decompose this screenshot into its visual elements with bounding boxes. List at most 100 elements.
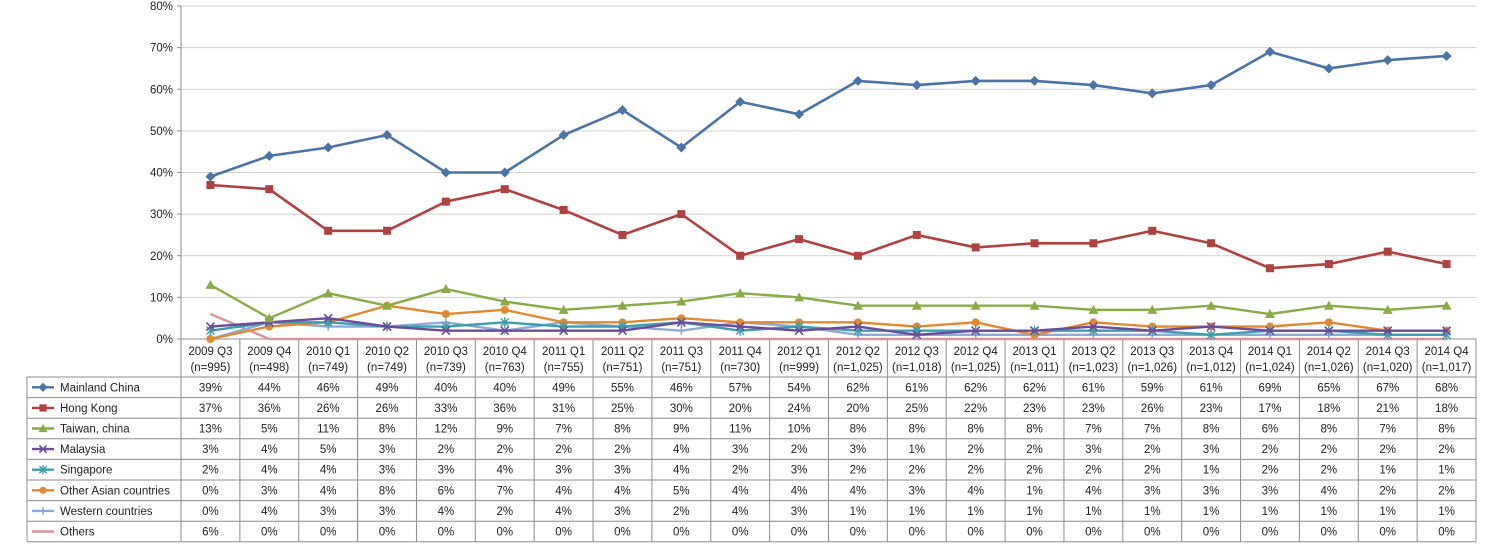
table-cell-value: 20% bbox=[729, 403, 752, 415]
x-category-count: (n=1,024) bbox=[1245, 362, 1295, 374]
data-table-rows: Mainland China 39% 44% 46% 49% 40% 40% 49% 55% 46… bbox=[32, 382, 1458, 539]
table-cell-value: 11% bbox=[729, 424, 751, 436]
table-row-singapore: Singapore 2% 4% 4% 3% 3% 4% 3% 3% 4% 2% 3% 2% 2% 2% 2% 2… bbox=[32, 465, 1455, 477]
table-cell-value: 12% bbox=[434, 424, 457, 436]
table-cell-value: 2% bbox=[1085, 465, 1102, 477]
table-cell-value: 0% bbox=[555, 527, 572, 539]
table-cell-value: 8% bbox=[908, 424, 925, 436]
table-cell-value: 40% bbox=[493, 382, 516, 394]
table-cell-value: 8% bbox=[850, 424, 867, 436]
table-cell-value: 0% bbox=[1085, 527, 1102, 539]
legend-entry-label: Mainland China bbox=[60, 382, 141, 394]
x-category-count: (n=1,018) bbox=[892, 362, 942, 374]
table-cell-value: 62% bbox=[846, 382, 869, 394]
table-cell-value: 5% bbox=[320, 444, 337, 456]
data-point-marker bbox=[264, 150, 275, 161]
table-cell-value: 0% bbox=[1203, 527, 1220, 539]
table-cell-value: 21% bbox=[1376, 403, 1399, 415]
data-point-marker bbox=[558, 304, 569, 314]
table-cell-value: 37% bbox=[199, 403, 222, 415]
table-cell-value: 22% bbox=[964, 403, 987, 415]
table-cell-value: 25% bbox=[611, 403, 634, 415]
data-point-marker bbox=[1264, 46, 1275, 57]
data-point-marker bbox=[382, 321, 392, 332]
table-cell-value: 2% bbox=[555, 444, 572, 456]
data-point-marker bbox=[1088, 304, 1099, 314]
table-cell-value: 17% bbox=[1258, 403, 1281, 415]
table-cell-value: 2% bbox=[732, 465, 749, 477]
table-cell-value: 1% bbox=[1144, 506, 1161, 518]
table-cell-value: 2% bbox=[438, 444, 455, 456]
data-point-marker bbox=[1324, 260, 1333, 269]
table-cell-value: 2% bbox=[496, 444, 513, 456]
y-tick-label: 20% bbox=[150, 251, 173, 263]
data-point-marker bbox=[440, 167, 451, 178]
data-point-marker bbox=[38, 465, 48, 475]
x-category-period: 2012 Q1 bbox=[777, 346, 821, 358]
table-row-others: Others 6% 0% 0% 0% 0% 0% 0% 0% 0% 0% 0% 0% 0% 0% 0% 0% 0%… bbox=[32, 527, 1455, 539]
data-point-marker bbox=[1264, 309, 1275, 319]
table-cell-value: 7% bbox=[1085, 424, 1102, 436]
table-cell-value: 1% bbox=[1379, 465, 1396, 477]
table-cell-value: 44% bbox=[258, 382, 281, 394]
table-row-taiwan-china: Taiwan, china 13% 5% 11% 8% 12% 9% 7% 8% 9% 11% 10%… bbox=[32, 424, 1455, 436]
table-row-western-countries: Western countries 0% 4% 3% 3% 4% 2% 4% 3% 2% 4% 3% 1… bbox=[32, 506, 1455, 518]
table-cell-value: 9% bbox=[496, 424, 513, 436]
table-cell-value: 4% bbox=[320, 485, 337, 497]
data-point-marker bbox=[1089, 318, 1098, 327]
table-cell-value: 3% bbox=[1144, 485, 1161, 497]
table-cell-value: 1% bbox=[1379, 506, 1396, 518]
table-cell-value: 8% bbox=[1321, 424, 1338, 436]
x-category-count: (n=739) bbox=[426, 362, 466, 374]
table-cell-value: 3% bbox=[791, 506, 808, 518]
data-point-marker bbox=[559, 205, 568, 214]
table-cell-value: 30% bbox=[670, 403, 693, 415]
table-cell-value: 4% bbox=[261, 444, 278, 456]
data-point-marker bbox=[440, 284, 451, 294]
table-cell-value: 0% bbox=[908, 527, 925, 539]
table-cell-value: 0% bbox=[1321, 527, 1338, 539]
table-cell-value: 3% bbox=[1262, 485, 1279, 497]
table-cell-value: 4% bbox=[320, 465, 337, 477]
table-cell-value: 9% bbox=[673, 424, 690, 436]
data-point-marker bbox=[1383, 247, 1392, 256]
data-point-marker bbox=[1265, 264, 1274, 273]
legend-entry-label: Other Asian countries bbox=[60, 485, 170, 497]
table-cell-value: 4% bbox=[967, 485, 984, 497]
data-point-marker bbox=[1147, 88, 1158, 99]
legend-entry-label: Others bbox=[60, 527, 95, 539]
table-cell-value: 13% bbox=[199, 424, 222, 436]
table-row-other-asian-countries: Other Asian countries 0% 3% 4% 8% 6% 7% 4% 4% 5% 4… bbox=[32, 485, 1455, 497]
x-category-period: 2009 Q4 bbox=[247, 346, 292, 358]
table-cell-value: 61% bbox=[1082, 382, 1105, 394]
series-line bbox=[210, 183, 1447, 270]
table-cell-value: 1% bbox=[850, 506, 867, 518]
data-point-marker bbox=[38, 444, 48, 454]
x-category-count: (n=749) bbox=[308, 362, 348, 374]
data-point-marker bbox=[1324, 326, 1334, 336]
x-category-period: 2012 Q4 bbox=[954, 346, 999, 358]
table-cell-value: 4% bbox=[732, 506, 749, 518]
table-cell-value: 3% bbox=[732, 444, 749, 456]
data-point-marker bbox=[971, 318, 980, 327]
data-point-marker bbox=[970, 75, 981, 86]
series-taiwan-china bbox=[205, 279, 1452, 323]
table-cell-value: 62% bbox=[964, 382, 987, 394]
table-cell-value: 26% bbox=[317, 403, 340, 415]
table-cell-value: 0% bbox=[438, 527, 455, 539]
data-point-marker bbox=[39, 507, 47, 515]
table-cell-value: 55% bbox=[611, 382, 634, 394]
x-category-count: (n=749) bbox=[367, 362, 407, 374]
table-cell-value: 2% bbox=[202, 465, 219, 477]
table-cell-value: 8% bbox=[614, 424, 631, 436]
table-cell-value: 2% bbox=[1026, 465, 1043, 477]
data-point-marker bbox=[1323, 300, 1334, 310]
data-point-marker bbox=[500, 326, 510, 336]
table-cell-value: 3% bbox=[908, 485, 925, 497]
table-cell-value: 26% bbox=[376, 403, 399, 415]
table-cell-value: 3% bbox=[379, 444, 396, 456]
data-point-marker bbox=[1030, 239, 1039, 248]
y-axis-ticks: 0% 10% 20% 30% 40% 50% 60% 70% 80% bbox=[150, 1, 181, 346]
data-point-marker bbox=[677, 326, 686, 335]
table-cell-value: 61% bbox=[905, 382, 928, 394]
